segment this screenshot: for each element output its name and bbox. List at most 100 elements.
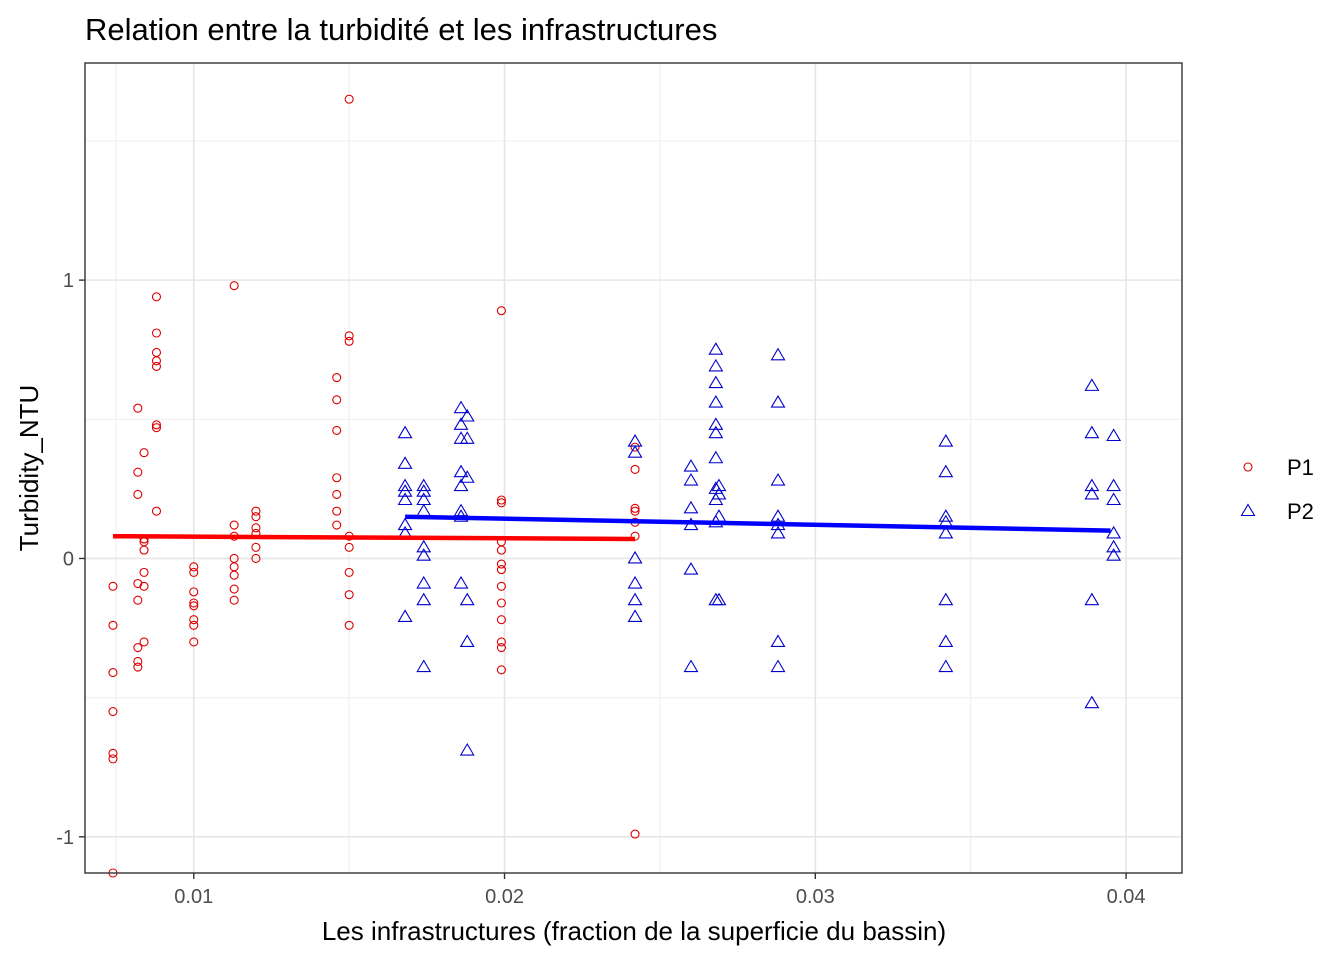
- data-point: [332, 506, 342, 516]
- data-point: [151, 347, 162, 358]
- data-point: [189, 620, 199, 630]
- data-point: [397, 492, 413, 506]
- grid-lines: [85, 63, 1182, 873]
- data-point: [938, 634, 954, 648]
- data-point: [627, 433, 643, 447]
- data-point: [189, 567, 199, 577]
- data-point: [151, 361, 162, 371]
- data-point: [711, 509, 727, 522]
- y-axis-label: Turbidity_NTU: [14, 385, 44, 552]
- data-point: [397, 609, 413, 622]
- data-point: [133, 403, 143, 413]
- data-point: [332, 473, 342, 483]
- data-point: [1084, 592, 1100, 606]
- data-point: [938, 464, 954, 478]
- data-point: [416, 484, 432, 497]
- data-point: [938, 659, 954, 673]
- data-point: [133, 656, 143, 667]
- data-point: [189, 601, 199, 611]
- data-point: [938, 433, 954, 447]
- data-point: [344, 331, 354, 341]
- data-point: [453, 400, 469, 414]
- x-tick-label: 0.04: [1107, 886, 1146, 908]
- data-point: [496, 559, 506, 569]
- data-point: [1084, 378, 1100, 391]
- data-point: [189, 562, 199, 572]
- data-point: [139, 545, 149, 555]
- data-point: [770, 525, 786, 539]
- data-points: [108, 94, 1122, 878]
- data-point: [344, 567, 354, 577]
- data-point: [151, 423, 162, 433]
- data-point: [229, 281, 239, 291]
- y-tick-label: -1: [56, 827, 74, 849]
- data-point: [332, 520, 342, 530]
- data-point: [496, 615, 506, 625]
- data-point: [229, 562, 239, 572]
- data-point: [251, 512, 261, 522]
- x-tick-label: 0.02: [485, 886, 524, 908]
- data-point: [708, 342, 724, 355]
- data-point: [139, 448, 149, 458]
- legend: P1 P2: [1240, 455, 1314, 524]
- data-point: [496, 306, 506, 316]
- data-point: [1084, 425, 1100, 439]
- data-point: [708, 450, 724, 464]
- data-point: [496, 498, 506, 508]
- data-point: [229, 570, 239, 580]
- panel-border: [84, 62, 1183, 874]
- trend-line-P2: [405, 514, 1111, 533]
- data-point: [416, 575, 432, 589]
- data-point: [1084, 695, 1100, 709]
- data-point: [938, 509, 954, 522]
- data-point: [332, 425, 342, 435]
- data-point: [344, 590, 354, 600]
- data-point: [229, 584, 239, 594]
- data-point: [630, 531, 640, 541]
- data-point: [711, 478, 727, 492]
- data-point: [251, 506, 261, 516]
- data-point: [397, 456, 413, 469]
- data-point: [133, 467, 143, 477]
- data-point: [133, 662, 143, 672]
- data-point: [344, 94, 354, 104]
- data-point: [683, 459, 699, 472]
- data-point: [683, 472, 699, 486]
- data-point: [416, 478, 432, 492]
- legend-label-P1: P1: [1287, 455, 1314, 480]
- data-point: [1106, 539, 1122, 553]
- x-axis-label: Les infrastructures (fraction de la supe…: [322, 916, 946, 946]
- data-point: [770, 509, 786, 522]
- data-point: [416, 592, 432, 606]
- x-tick-label: 0.03: [796, 886, 835, 908]
- data-point: [938, 525, 954, 539]
- data-point: [711, 486, 727, 500]
- data-point: [108, 748, 118, 758]
- data-point: [1106, 548, 1122, 561]
- data-point: [496, 598, 506, 608]
- data-point: [229, 595, 239, 605]
- data-point: [496, 665, 506, 675]
- data-point: [1084, 478, 1100, 492]
- legend-key-P2: [1240, 503, 1256, 517]
- data-point: [459, 408, 475, 422]
- data-point: [938, 592, 954, 606]
- data-point: [496, 637, 506, 647]
- data-point: [1106, 492, 1122, 506]
- series-P2-points: [397, 342, 1122, 756]
- data-point: [459, 592, 475, 606]
- data-point: [453, 417, 469, 430]
- data-point: [708, 425, 724, 439]
- data-point: [332, 372, 342, 383]
- data-point: [133, 489, 143, 499]
- data-point: [683, 500, 699, 514]
- y-tick-label: 1: [63, 270, 74, 292]
- data-point: [133, 578, 143, 589]
- data-point: [151, 328, 162, 338]
- data-point: [108, 754, 118, 764]
- data-point: [229, 520, 239, 530]
- data-point: [416, 492, 432, 506]
- x-tick-label: 0.01: [174, 886, 213, 908]
- data-point: [496, 495, 506, 505]
- data-point: [496, 581, 506, 591]
